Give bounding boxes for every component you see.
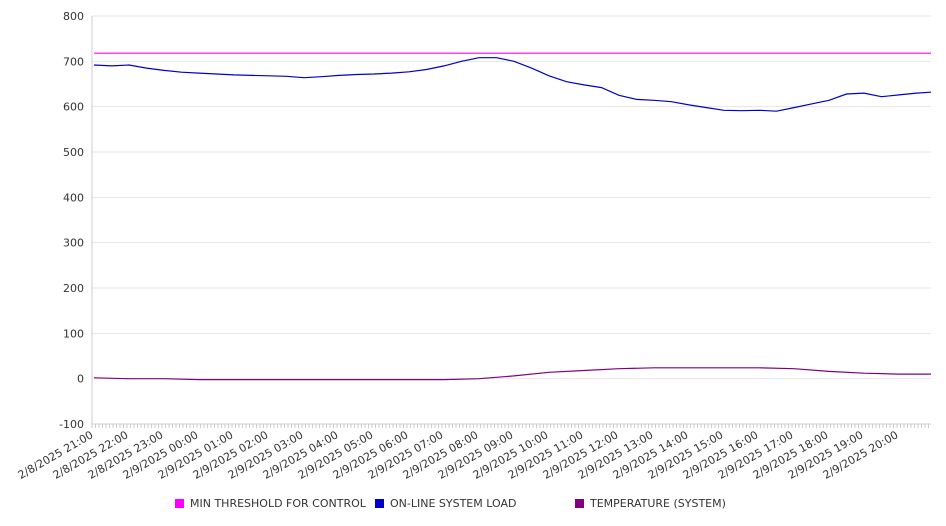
legend-swatch-load (375, 499, 384, 508)
legend-swatch-temperature (575, 499, 584, 508)
grid-lines (92, 15, 931, 425)
y-tick-label: 200 (63, 282, 84, 295)
legend-label-threshold: MIN THRESHOLD FOR CONTROL (190, 497, 366, 510)
series-lines (93, 52, 932, 381)
legend-label-temperature: TEMPERATURE (SYSTEM) (590, 497, 726, 510)
y-tick-label: 400 (63, 191, 84, 204)
y-tick-labels: 800 700 600 500 400 300 200 100 0 -100 (59, 10, 84, 431)
y-tick-label: 100 (63, 327, 84, 340)
series-line-1 (93, 57, 932, 112)
y-tick-label: -100 (59, 418, 84, 431)
x-tick-labels: 2/8/2025 21:002/8/2025 22:002/8/2025 23:… (16, 428, 901, 482)
legend: MIN THRESHOLD FOR CONTROL ON-LINE SYSTEM… (0, 497, 946, 515)
y-tick-label: 600 (63, 101, 84, 114)
legend-item-threshold: MIN THRESHOLD FOR CONTROL (175, 497, 366, 510)
y-tick-label: 800 (63, 10, 84, 23)
legend-item-temperature: TEMPERATURE (SYSTEM) (575, 497, 726, 510)
axes (91, 16, 931, 428)
legend-swatch-threshold (175, 499, 184, 508)
legend-label-load: ON-LINE SYSTEM LOAD (390, 497, 517, 510)
y-tick-label: 0 (77, 373, 84, 386)
series-line-2 (93, 367, 931, 381)
y-tick-label: 500 (63, 146, 84, 159)
legend-item-load: ON-LINE SYSTEM LOAD (375, 497, 516, 510)
y-tick-label: 700 (63, 55, 84, 68)
y-tick-label: 300 (63, 237, 84, 250)
